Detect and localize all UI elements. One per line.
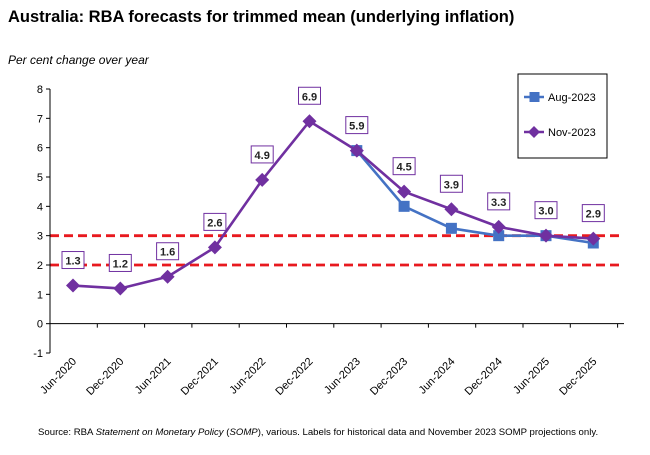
data-label-box xyxy=(534,201,558,220)
x-tick-label: Jun-2024 xyxy=(417,356,458,397)
data-label-box xyxy=(61,251,85,270)
source-note: Source: RBA Statement on Monetary Policy… xyxy=(38,427,598,438)
data-label: 2.9 xyxy=(586,209,601,221)
data-labels: 1.3 1.2 1.6 2.6 4.9 6.9 5.9 4.5 3.9 3.3 3.0 2.9 xyxy=(61,86,605,272)
data-label: 2.6 xyxy=(207,217,222,229)
y-tick-label: 7 xyxy=(37,113,43,125)
data-label: 3.9 xyxy=(444,179,459,191)
y-tick-label: 3 xyxy=(37,231,43,243)
legend-label: Aug-2023 xyxy=(548,92,596,104)
series-marker-Nov-2023 xyxy=(539,228,553,243)
y-tick-label: 0 xyxy=(37,319,43,331)
x-tick-label: Jun-2022 xyxy=(227,356,268,397)
legend: Aug-2023 Nov-2023 xyxy=(517,73,608,159)
series-marker-Aug-2023 xyxy=(398,200,410,212)
data-label-box xyxy=(345,116,369,135)
series-marker-Aug-2023 xyxy=(493,230,505,242)
series-layer xyxy=(66,114,601,296)
data-label: 3.0 xyxy=(538,206,553,218)
data-label: 6.9 xyxy=(302,91,317,103)
data-label-box xyxy=(108,253,132,272)
series-marker-Aug-2023 xyxy=(445,222,457,234)
data-label: 5.9 xyxy=(349,121,364,133)
data-label: 1.2 xyxy=(113,258,128,270)
x-tick-label: Dec-2021 xyxy=(179,356,221,398)
series-line-Aug-2023 xyxy=(355,149,594,245)
data-label-box xyxy=(156,242,180,261)
series-marker-Nov-2023 xyxy=(586,231,601,246)
legend-marker xyxy=(528,126,540,138)
series-marker-Nov-2023 xyxy=(444,202,459,217)
data-label-box xyxy=(439,174,463,193)
source-mid: ( xyxy=(223,427,230,438)
data-label: 4.9 xyxy=(255,150,270,162)
legend-marker xyxy=(529,92,540,102)
y-axis-label: Per cent change over year xyxy=(8,53,149,67)
x-tick-label: Jun-2025 xyxy=(511,356,552,397)
x-tick-label: Jun-2021 xyxy=(133,356,174,397)
reference-lines xyxy=(50,234,624,267)
legend-box xyxy=(517,73,608,159)
source-suffix: ), various. Labels for historical data a… xyxy=(257,427,599,438)
series-marker-Nov-2023 xyxy=(397,184,412,199)
series-marker-Nov-2023 xyxy=(207,240,222,255)
y-tick-label: -1 xyxy=(33,348,43,360)
source-italic2: SOMP xyxy=(229,427,258,438)
data-label-box xyxy=(392,157,416,176)
series-marker-Nov-2023 xyxy=(491,219,506,234)
series-marker-Nov-2023 xyxy=(255,172,270,187)
x-tick-label: Jun-2020 xyxy=(38,356,79,397)
source-prefix: Source: RBA xyxy=(38,427,96,438)
data-label: 3.3 xyxy=(491,197,506,209)
chart-title: Australia: RBA forecasts for trimmed mea… xyxy=(8,8,515,26)
data-label-box xyxy=(487,192,511,211)
data-label: 1.6 xyxy=(160,247,175,259)
series-marker-Nov-2023 xyxy=(66,278,80,293)
series-marker-Nov-2023 xyxy=(113,281,128,296)
legend-label: Nov-2023 xyxy=(548,127,596,139)
x-tick-label: Dec-2022 xyxy=(273,356,315,398)
series-marker-Nov-2023 xyxy=(160,269,175,284)
data-label: 4.5 xyxy=(396,162,411,174)
data-label-box xyxy=(581,204,605,223)
y-tick-label: 1 xyxy=(37,289,43,301)
x-tick-label: Jun-2023 xyxy=(322,356,363,397)
series-marker-Nov-2023 xyxy=(349,143,364,158)
x-tick-label: Dec-2024 xyxy=(463,356,505,398)
x-tick-label: Dec-2020 xyxy=(84,356,126,398)
y-tick-label: 8 xyxy=(37,84,43,96)
y-tick-label: 4 xyxy=(37,201,43,213)
series-marker-Nov-2023 xyxy=(302,114,317,129)
y-tick-label: 6 xyxy=(37,143,43,155)
data-label-box xyxy=(298,86,321,105)
series-line-Nov-2023 xyxy=(72,119,594,290)
y-tick-label: 5 xyxy=(37,172,43,184)
x-tick-label: Dec-2025 xyxy=(557,356,599,398)
data-label-box xyxy=(203,212,227,231)
data-label-box xyxy=(250,145,274,164)
data-label: 1.3 xyxy=(65,256,80,268)
source-italic: Statement on Monetary Policy xyxy=(95,427,224,438)
x-tick-label: Dec-2023 xyxy=(368,356,410,398)
y-tick-label: 2 xyxy=(37,260,43,272)
